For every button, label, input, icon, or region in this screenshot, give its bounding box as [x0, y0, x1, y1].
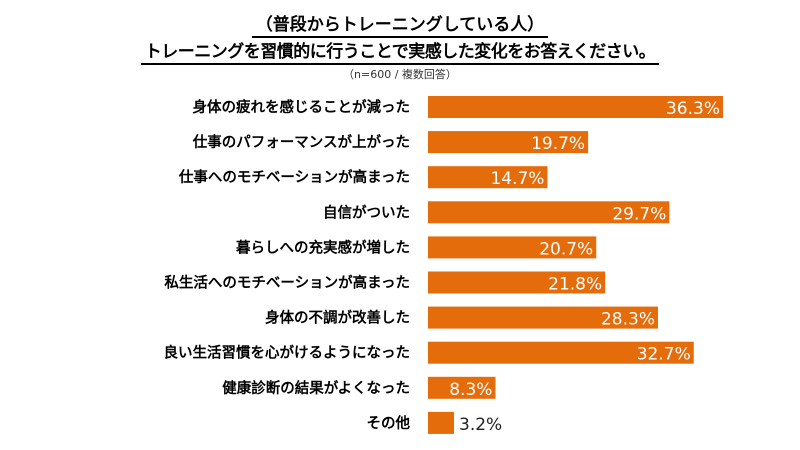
bar: [428, 271, 606, 294]
value-label: 21.8%: [548, 275, 602, 295]
value-label: 28.3%: [601, 310, 655, 330]
category-label: 良い生活習慣を心がけるようになった: [164, 344, 411, 362]
value-label: 20.7%: [539, 239, 593, 259]
category-label: 暮らしへの充実感が増した: [235, 238, 410, 256]
chart-subtitle: トレーニングを習慣的に行うことで実感した変化をお答えください。: [0, 37, 800, 65]
chart-title: （普段からトレーニングしている人）: [0, 10, 800, 38]
category-label: 健康診断の結果がよくなった: [222, 379, 410, 397]
category-label: 仕事へのモチベーションが高まった: [178, 168, 410, 186]
value-label: 3.2%: [459, 415, 502, 435]
bar: [428, 236, 597, 259]
value-label: 14.7%: [490, 169, 544, 189]
category-label: 自信がついた: [323, 203, 410, 221]
chart-subtitle-text: トレーニングを習慣的に行うことで実感した変化をお答えください。: [140, 42, 660, 65]
bar: [428, 411, 455, 434]
bar: [428, 131, 589, 154]
category-label: 身体の疲れを感じることが減った: [193, 98, 411, 116]
chart-title-text: （普段からトレーニングしている人）: [251, 15, 549, 38]
bar: [428, 201, 670, 224]
value-label: 32.7%: [637, 345, 691, 365]
bar: [428, 376, 496, 399]
value-label: 19.7%: [531, 134, 585, 154]
bar: [428, 341, 694, 364]
bar: [428, 96, 723, 118]
value-label: 29.7%: [612, 204, 666, 224]
value-label: 36.3%: [666, 99, 720, 119]
category-label: 私生活へのモチベーションが高まった: [164, 274, 410, 292]
category-label: その他: [367, 414, 411, 432]
value-label: 8.3%: [449, 380, 492, 400]
category-label: 仕事のパフォーマンスが上がった: [192, 133, 410, 151]
bar: [428, 306, 658, 329]
category-label: 身体の不調が改善した: [265, 309, 410, 327]
bar: [428, 166, 548, 189]
sample-note: （n=600 / 複数回答）: [343, 68, 457, 81]
